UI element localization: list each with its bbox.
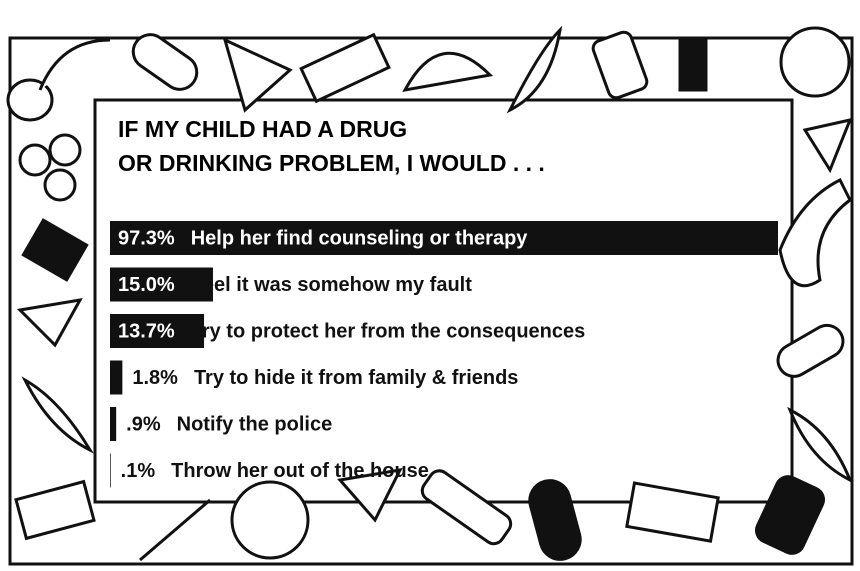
chart-title: IF MY CHILD HAD A DRUG [118, 116, 407, 142]
category-label: Notify the police [177, 413, 333, 435]
chart-title: OR DRINKING PROBLEM, I WOULD . . . [118, 150, 545, 176]
bar [110, 407, 117, 441]
bar [110, 314, 205, 348]
category-label: Throw her out of the house [171, 460, 429, 482]
bar [110, 267, 213, 302]
value-label: 13.7% [118, 320, 175, 342]
category-label: Try to protect her from the consequences [191, 320, 586, 342]
bar [110, 360, 123, 395]
category-label: Help her find counseling or therapy [191, 227, 529, 249]
value-label: .9% [126, 413, 161, 435]
bar [110, 453, 111, 488]
decor [6, 25, 853, 562]
category-label: Try to hide it from family & friends [194, 367, 519, 389]
category-label: Feel it was somehow my fault [191, 274, 473, 296]
value-label: 1.8% [132, 367, 178, 389]
outer-frame [8, 36, 854, 566]
bar [110, 221, 778, 255]
value-label: 15.0% [118, 274, 175, 296]
value-label: 97.3% [118, 227, 175, 249]
value-label: .1% [121, 460, 156, 482]
